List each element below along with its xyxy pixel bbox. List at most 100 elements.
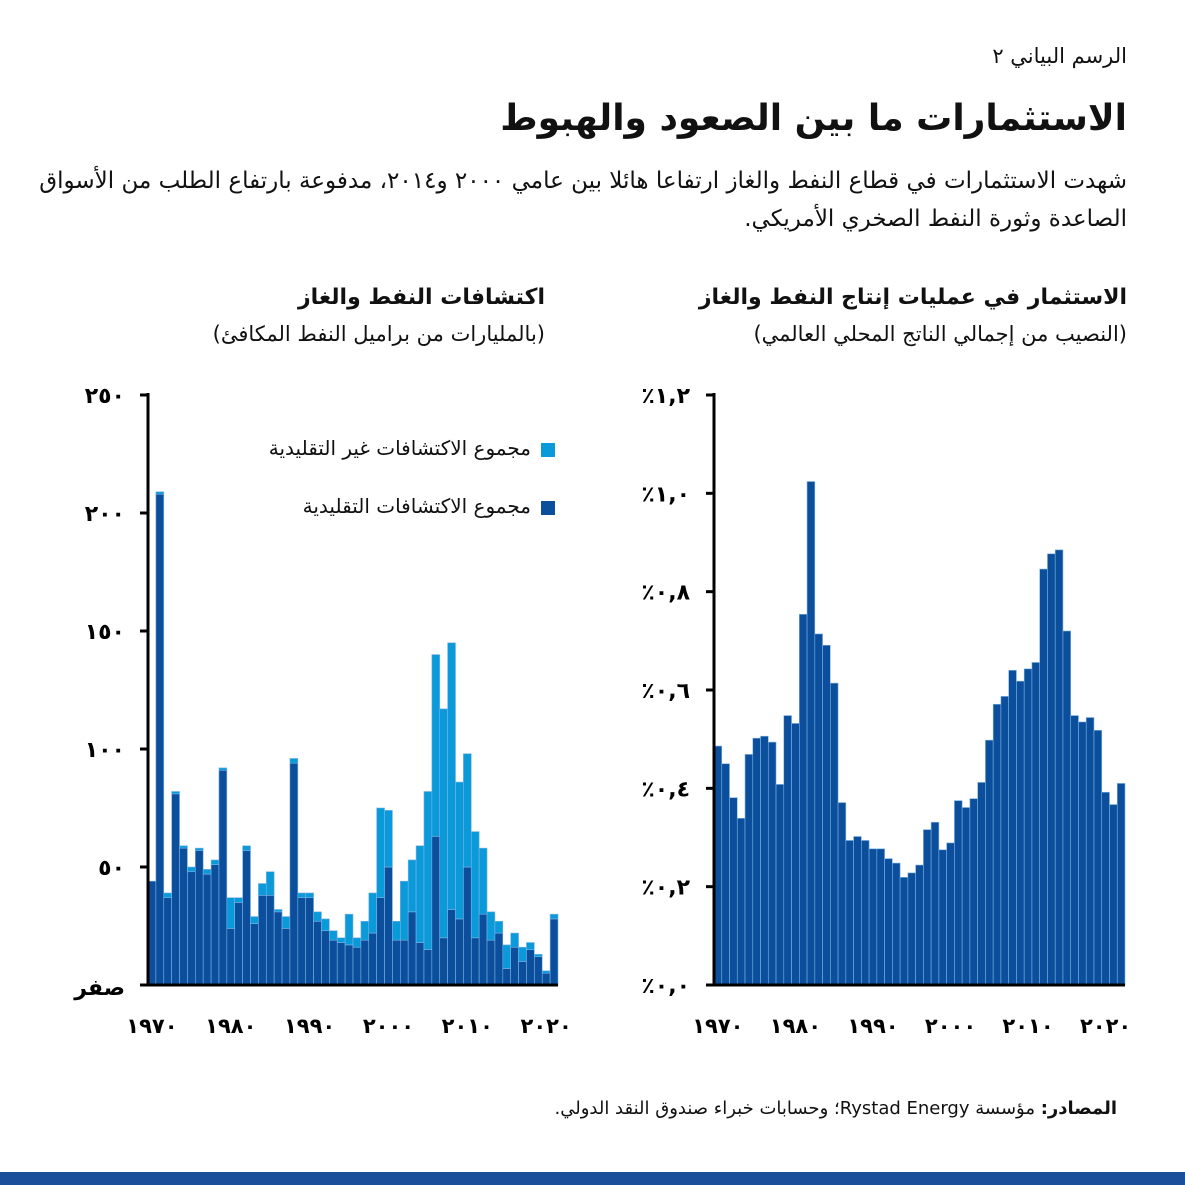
bar-0-1973-s1 bbox=[171, 791, 180, 795]
bar-1-1974-s0 bbox=[744, 754, 754, 986]
bar-0-1998-s1 bbox=[368, 892, 377, 934]
x-tick-label-0: ١٩٧٠ bbox=[126, 1014, 177, 1038]
y-tick-label-1: ٪٠,٦ bbox=[641, 679, 690, 704]
bar-0-1993-s1 bbox=[329, 930, 338, 941]
bar-0-1982-s1 bbox=[242, 845, 251, 851]
bar-1-1999-s0 bbox=[938, 849, 947, 986]
bar-1-1980-s0 bbox=[791, 723, 800, 986]
bar-0-1974-s0 bbox=[179, 847, 188, 986]
bar-0-1975-s1 bbox=[187, 866, 196, 873]
bar-1-1971-s0 bbox=[721, 763, 730, 986]
bar-0-2020-s1 bbox=[541, 970, 551, 974]
bar-1-1986-s0 bbox=[837, 802, 847, 986]
bar-1-1989-s0 bbox=[861, 840, 870, 986]
bar-0-1999-s0 bbox=[376, 897, 385, 986]
bar-0-2000-s1 bbox=[384, 810, 393, 868]
bar-0-1992-s1 bbox=[321, 918, 330, 932]
bar-1-1996-s0 bbox=[915, 864, 924, 986]
left-chart-heading: اكتشافات النفط والغاز (بالمليارات من برا… bbox=[213, 280, 545, 352]
bar-0-1995-s0 bbox=[344, 944, 354, 986]
bar-0-1972-s1 bbox=[163, 892, 172, 898]
bar-0-2004-s0 bbox=[415, 942, 425, 986]
bar-0-1977-s0 bbox=[202, 873, 212, 986]
bar-1-2022-s0 bbox=[1116, 783, 1126, 986]
y-tick-label-1: ٪٠,٠ bbox=[641, 974, 690, 999]
x-tick-label-0: ٢٠٢٠ bbox=[521, 1014, 572, 1038]
bar-0-1990-s1 bbox=[305, 892, 314, 898]
bar-1-1995-s0 bbox=[907, 872, 916, 986]
bar-0-2013-s0 bbox=[486, 939, 496, 986]
bar-0-2021-s0 bbox=[549, 918, 559, 986]
y-tick-label-0: صفر bbox=[73, 976, 125, 1001]
x-tick-label-1: ٢٠٠٠ bbox=[925, 1014, 976, 1038]
bar-0-1979-s1 bbox=[218, 767, 228, 771]
bar-0-2002-s1 bbox=[400, 880, 409, 941]
bar-1-1987-s0 bbox=[845, 840, 854, 986]
subtitle: شهدت الاستثمارات في قطاع النفط والغاز ار… bbox=[39, 168, 1127, 232]
right-chart-heading: الاستثمار في عمليات إنتاج النفط والغاز (… bbox=[699, 280, 1127, 352]
bar-1-2004-s0 bbox=[977, 782, 986, 986]
bar-0-1990-s0 bbox=[305, 897, 314, 986]
bar-0-2009-s1 bbox=[455, 781, 464, 920]
y-tick-label-1: ٪١,٠ bbox=[641, 482, 690, 507]
bar-0-2016-s0 bbox=[510, 946, 519, 986]
bar-1-1990-s0 bbox=[868, 848, 878, 986]
bar-0-2004-s1 bbox=[415, 845, 425, 943]
bar-1-2012-s0 bbox=[1039, 568, 1048, 986]
bar-0-1996-s1 bbox=[352, 937, 362, 948]
bar-0-2015-s0 bbox=[502, 968, 511, 986]
bar-1-2007-s0 bbox=[1000, 696, 1009, 986]
x-tick-label-1: ١٩٩٠ bbox=[847, 1014, 898, 1038]
bar-0-1978-s0 bbox=[210, 864, 220, 986]
bar-1-2001-s0 bbox=[954, 800, 963, 986]
source-text: مؤسسة Rystad Energy؛ وحسابات خبراء صندوق… bbox=[554, 1098, 1041, 1119]
left-chart-subtitle: (بالمليارات من براميل النفط المكافئ) bbox=[212, 322, 545, 346]
bar-1-2018-s0 bbox=[1085, 717, 1095, 986]
bar-0-2011-s0 bbox=[470, 937, 480, 986]
bar-0-2012-s1 bbox=[478, 847, 488, 915]
bar-0-1992-s0 bbox=[321, 930, 330, 986]
bar-0-1987-s0 bbox=[281, 928, 291, 986]
legend-item-conventional: مجموع الاكتشافات التقليدية bbox=[303, 494, 555, 518]
chart-label: الرسم البياني ٢ bbox=[992, 44, 1127, 68]
bar-1-1978-s0 bbox=[775, 784, 785, 986]
bar-1-1981-s0 bbox=[799, 613, 808, 986]
bar-0-1989-s1 bbox=[297, 892, 306, 898]
right-chart-title: الاستثمار في عمليات إنتاج النفط والغاز bbox=[698, 285, 1127, 310]
bar-0-1986-s0 bbox=[273, 911, 283, 986]
bar-1-2000-s0 bbox=[946, 842, 955, 986]
bar-0-2020-s0 bbox=[541, 972, 551, 986]
bar-1-2009-s0 bbox=[1016, 680, 1025, 986]
bar-1-2015-s0 bbox=[1062, 630, 1072, 986]
bar-0-2009-s0 bbox=[455, 918, 464, 986]
page-title: الاستثمارات ما بين الصعود والهبوط bbox=[500, 98, 1127, 139]
x-tick-label-0: ١٩٨٠ bbox=[205, 1014, 256, 1038]
bar-0-1976-s1 bbox=[195, 847, 204, 851]
bar-0-2007-s0 bbox=[439, 937, 448, 986]
bar-1-2020-s0 bbox=[1101, 791, 1110, 986]
bar-0-2001-s1 bbox=[392, 920, 401, 941]
bar-0-2002-s0 bbox=[400, 939, 409, 986]
x-tick-label-1: ١٩٧٠ bbox=[692, 1014, 743, 1038]
x-tick-label-1: ٢٠٢٠ bbox=[1080, 1014, 1131, 1038]
right-chart-subtitle: (النصيب من إجمالي الناتج المحلي العالمي) bbox=[753, 322, 1127, 346]
bar-0-1987-s1 bbox=[281, 916, 291, 929]
bar-0-1985-s1 bbox=[265, 871, 275, 896]
bar-0-1980-s1 bbox=[226, 897, 236, 929]
bar-0-2015-s1 bbox=[502, 944, 511, 969]
bar-0-1986-s1 bbox=[273, 909, 283, 913]
bar-1-2010-s0 bbox=[1023, 668, 1033, 986]
bar-0-1973-s0 bbox=[171, 793, 180, 986]
bar-1-1979-s0 bbox=[783, 715, 792, 986]
bar-0-2014-s1 bbox=[494, 920, 504, 934]
x-tick-label-1: ٢٠١٠ bbox=[1002, 1014, 1053, 1038]
y-tick-label-0: ١٠٠ bbox=[85, 738, 125, 763]
bar-0-2001-s0 bbox=[392, 939, 401, 986]
bar-0-2017-s1 bbox=[518, 946, 527, 962]
bar-1-1983-s0 bbox=[814, 633, 823, 986]
bar-0-1975-s0 bbox=[187, 871, 196, 986]
bar-1-1992-s0 bbox=[884, 858, 893, 986]
bar-0-2017-s0 bbox=[518, 961, 527, 986]
bar-0-2003-s1 bbox=[407, 859, 417, 913]
